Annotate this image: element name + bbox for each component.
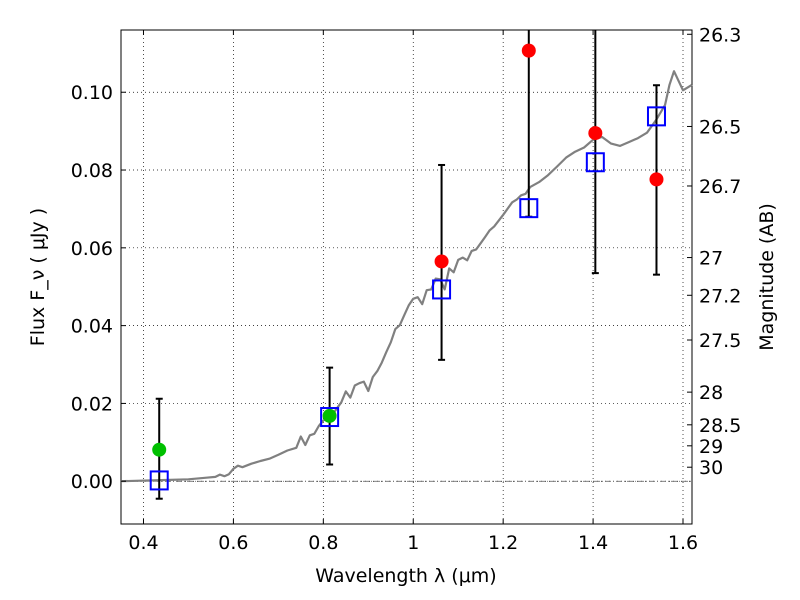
model-photometry-square (585, 152, 605, 173)
tick-labels: 0.4 0.6 0.8 1 1.2 1.4 1.6 0.00 0.02 0.04 0.06 0.08 0… (71, 24, 742, 554)
photometry-point (152, 442, 167, 457)
photometry-point (588, 126, 603, 141)
x-tick-label: 1.6 (668, 532, 698, 554)
x-tick-label: 0.6 (218, 532, 248, 554)
right-tick-label: 27.2 (699, 285, 741, 307)
model-spectrum (120, 70, 693, 483)
right-tick-label: 26.3 (699, 24, 741, 46)
photometry-point (434, 254, 449, 269)
right-tick-label: 27 (699, 248, 723, 270)
model-photometry-square (320, 407, 340, 428)
y-axis-label: Flux F_ν ( μJy ) (27, 208, 49, 346)
right-axis-label: Magnitude (AB) (756, 203, 778, 351)
right-tick-label: 30 (699, 457, 723, 479)
data-points (149, 43, 666, 491)
x-axis-label: Wavelength λ (μm) (315, 565, 496, 587)
y-tick-label: 0.00 (71, 471, 113, 493)
plot-frame (120, 29, 693, 525)
y-tick-label: 0.08 (71, 160, 113, 182)
right-tick-label: 28.5 (699, 415, 741, 437)
photometry-point (649, 172, 664, 187)
axis-ticks (121, 30, 692, 524)
model-photometry-square (149, 470, 169, 491)
model-photometry-square (519, 198, 539, 219)
right-tick-label: 26.5 (699, 116, 741, 138)
x-tick-label: 0.4 (128, 532, 158, 554)
photometry-point (322, 408, 337, 423)
right-tick-label: 27.5 (699, 330, 741, 352)
model-photometry-square (646, 106, 666, 127)
x-tick-label: 1.4 (578, 532, 608, 554)
right-tick-label: 26.7 (699, 176, 741, 198)
right-tick-label: 28 (699, 382, 723, 404)
y-tick-label: 0.04 (71, 316, 113, 338)
model-photometry-square (432, 279, 452, 300)
error-bars (155, 30, 660, 500)
right-tick-label: 29 (699, 436, 723, 458)
x-tick-label: 0.8 (308, 532, 338, 554)
photometry-point (521, 43, 536, 58)
grid-lines (121, 30, 692, 524)
y-tick-label: 0.10 (71, 82, 113, 104)
x-tick-label: 1.2 (488, 532, 518, 554)
y-tick-label: 0.02 (71, 393, 113, 415)
x-tick-label: 1 (407, 532, 419, 554)
model-spectrum-line (120, 70, 693, 483)
y-tick-label: 0.06 (71, 238, 113, 260)
